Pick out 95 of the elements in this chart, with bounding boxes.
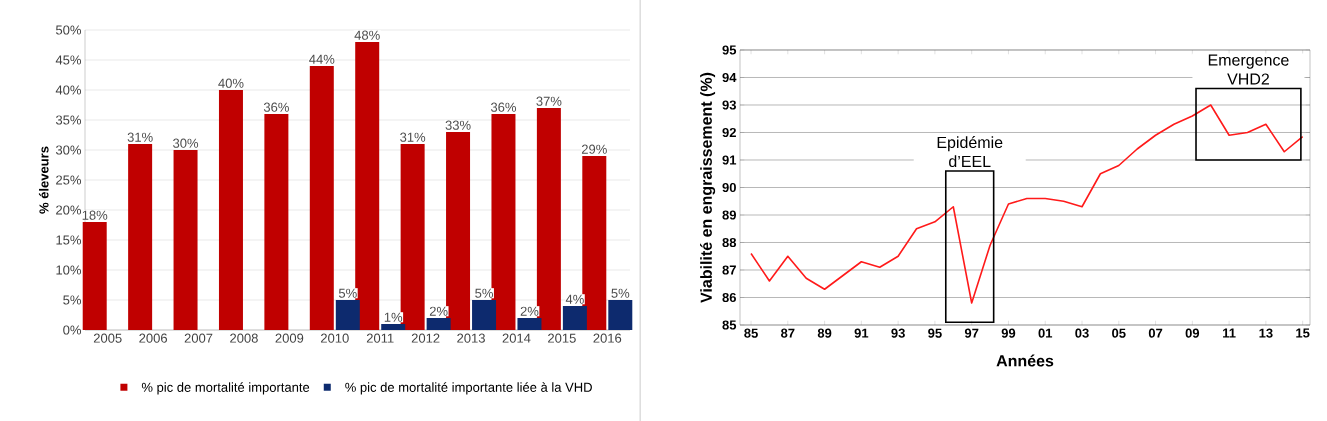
- y-tick-label: 92: [722, 127, 736, 138]
- x-tick-label: 05: [1112, 328, 1126, 338]
- data-label: 30%: [173, 138, 199, 148]
- x-tick-label: 2011: [366, 333, 394, 343]
- y-tick-label: 95: [722, 45, 737, 55]
- x-tick-label: 97: [964, 328, 979, 338]
- bar: [82, 222, 107, 330]
- x-tick-label: 89: [817, 328, 832, 338]
- x-tick-label: 87: [780, 328, 795, 338]
- y-tick-label: 10%: [56, 265, 82, 275]
- bar: [381, 324, 406, 330]
- data-label: 18%: [82, 210, 108, 220]
- x-tick-label: 07: [1148, 328, 1163, 338]
- data-label: 36%: [490, 102, 517, 112]
- y-tick-label: 94: [722, 72, 737, 83]
- data-label: 4%: [565, 294, 584, 304]
- y-tick-label: 45%: [55, 55, 82, 65]
- x-tick-label: 95: [928, 328, 942, 338]
- data-label: 5%: [611, 288, 630, 298]
- y-tick-label: 40%: [55, 85, 82, 95]
- y-tick-label: 5%: [63, 295, 82, 305]
- bar: [335, 300, 360, 330]
- y-tick-label: 85: [722, 320, 737, 330]
- bar: [562, 306, 587, 330]
- data-label: 31%: [400, 132, 426, 142]
- x-tick-label: 11: [1223, 328, 1236, 338]
- bar: [218, 90, 243, 330]
- x-tick-label: 2014: [502, 333, 531, 343]
- y-axis-title: % éleveurs: [38, 146, 49, 214]
- x-axis-title: Années: [996, 354, 1054, 367]
- data-label: 29%: [581, 144, 607, 154]
- data-label: 5%: [338, 288, 357, 298]
- legend-label: % pic de mortalité importante: [141, 382, 310, 395]
- x-tick-label: 2012: [411, 333, 440, 343]
- x-tick-label: 2016: [593, 333, 622, 343]
- y-tick-label: 86: [722, 292, 736, 303]
- bar: [426, 318, 451, 330]
- x-tick-label: 2006: [139, 333, 168, 343]
- bar: [491, 114, 516, 330]
- x-tick-label: 13: [1259, 328, 1273, 338]
- data-label: 44%: [309, 54, 335, 64]
- x-tick-label: 15: [1296, 328, 1310, 338]
- x-tick-label: 2005: [93, 333, 122, 343]
- x-tick-label: 2010: [321, 333, 349, 343]
- data-label: 48%: [354, 30, 380, 40]
- bar: [446, 132, 471, 330]
- y-tick-label: 30%: [55, 145, 82, 155]
- x-tick-label: 09: [1185, 328, 1200, 338]
- data-label: 40%: [218, 78, 244, 88]
- data-label: 36%: [263, 102, 289, 112]
- x-tick-label: 2013: [457, 333, 485, 343]
- x-tick-label: 99: [1001, 328, 1016, 338]
- data-label: 2%: [520, 306, 539, 316]
- y-tick-label: 91: [722, 155, 737, 165]
- bar: [264, 114, 289, 330]
- x-tick-label: 01: [1038, 328, 1053, 338]
- annotation: Emergence VHD2: [1208, 54, 1289, 85]
- x-tick-label: 93: [891, 328, 905, 338]
- data-label: 33%: [445, 120, 471, 130]
- bar: [472, 300, 497, 330]
- y-tick-label: 15%: [56, 235, 82, 245]
- x-tick-label: 85: [744, 328, 758, 338]
- bar: [309, 66, 334, 330]
- y-tick-label: 25%: [56, 175, 82, 185]
- bar: [608, 300, 633, 330]
- x-tick-label: 91: [854, 328, 869, 338]
- y-tick-label: 88: [722, 237, 737, 248]
- y-tick-label: 50%: [55, 25, 82, 35]
- y-tick-label: 93: [722, 100, 736, 110]
- bar: [128, 144, 153, 330]
- bar: [400, 144, 425, 330]
- y-tick-label: 0%: [63, 325, 82, 335]
- y-tick-label: 20%: [56, 205, 82, 215]
- y-tick-label: 89: [722, 210, 736, 220]
- data-label: 1%: [384, 312, 403, 322]
- bar: [582, 156, 607, 330]
- x-tick-label: 2009: [275, 333, 304, 343]
- y-tick-label: 35%: [55, 115, 82, 125]
- data-label: 2%: [429, 306, 448, 316]
- x-tick-label: 2007: [184, 333, 213, 343]
- line-series: [750, 104, 1304, 304]
- bar: [173, 150, 198, 330]
- data-label: 31%: [127, 132, 153, 142]
- y-tick-label: 90: [722, 182, 736, 193]
- bar: [355, 42, 380, 330]
- annotation: Epidémie d’EEL: [937, 136, 1003, 168]
- y-tick-label: 87: [722, 265, 736, 275]
- bar: [517, 318, 542, 330]
- x-tick-label: 03: [1075, 328, 1089, 338]
- x-tick-label: 2008: [230, 333, 258, 343]
- y-axis-title: Viabilité en engraissement (%): [700, 72, 716, 303]
- data-label: 5%: [475, 288, 493, 298]
- data-label: 37%: [536, 96, 562, 106]
- legend-label: % pic de mortalité importante liée à la VHD: [345, 382, 592, 395]
- x-tick-label: 2015: [548, 333, 576, 343]
